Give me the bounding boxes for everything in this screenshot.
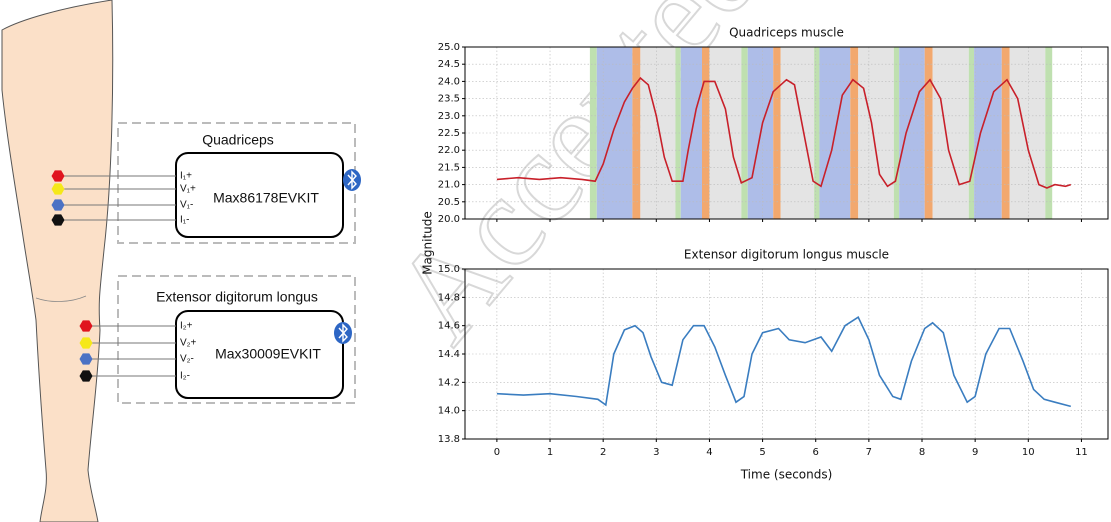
line-series <box>496 316 1072 408</box>
pin-label: I₂+ <box>180 321 193 332</box>
y-tick-label: 23.5 <box>438 94 460 105</box>
electrode <box>79 353 93 365</box>
pin-label: I₁- <box>180 215 189 226</box>
x-tick-label: 8 <box>919 447 925 458</box>
group-title: Quadriceps <box>202 132 274 148</box>
x-tick-label: 11 <box>1075 447 1088 458</box>
y-tick-label: 21.5 <box>438 162 460 173</box>
pin-label: I₂- <box>180 371 190 382</box>
shaded-region <box>675 47 681 219</box>
x-tick-label: 10 <box>1022 447 1035 458</box>
electrode <box>79 337 93 349</box>
chart-title: Quadriceps muscle <box>729 26 844 40</box>
y-tick-label: 22.0 <box>438 145 460 156</box>
y-tick-label: 22.5 <box>438 128 460 139</box>
x-axis-label: Time (seconds) <box>740 468 833 482</box>
y-tick-label: 13.8 <box>438 434 460 445</box>
electrode <box>79 320 93 332</box>
electrode <box>51 214 65 226</box>
device-box <box>175 152 344 238</box>
y-tick-label: 20.5 <box>438 197 460 208</box>
y-axis-label: Magnitude <box>421 211 435 275</box>
y-tick-label: 23.0 <box>438 111 460 122</box>
pin-label: V₂+ <box>180 338 197 349</box>
plot-frame <box>464 46 1109 220</box>
y-tick-label: 25.0 <box>438 42 460 53</box>
line-series <box>496 76 1072 189</box>
group-title: Extensor digitorum longus <box>156 289 318 305</box>
diagram: Quadriceps Max86178EVKIT Extensor digito… <box>1 0 361 522</box>
shaded-region <box>702 47 710 219</box>
y-tick-label: 14.2 <box>438 377 460 388</box>
electrode <box>79 370 93 382</box>
shaded-region <box>589 47 597 219</box>
y-tick-label: 20.0 <box>438 214 460 225</box>
leg <box>1 0 114 522</box>
shaded-region <box>632 47 641 219</box>
y-tick-label: 24.5 <box>438 59 460 70</box>
knee-line <box>35 295 87 302</box>
plot-frame <box>464 268 1109 440</box>
x-tick-label: 9 <box>972 447 978 458</box>
shaded-region <box>968 47 975 219</box>
y-tick-label: 14.6 <box>438 321 460 332</box>
charts: 20.0 20.5 21.0 21.5 22.0 22.5 23.0 23.5 24.0 24.5… <box>421 26 1109 482</box>
device-label: Max30009EVKIT <box>215 346 321 362</box>
pin-label: V₁- <box>180 200 193 211</box>
bluetooth-icon <box>334 322 352 344</box>
x-tick-label: 7 <box>866 447 872 458</box>
y-tick-label: 24.0 <box>438 76 460 87</box>
x-tick-label: 1 <box>547 447 553 458</box>
device-box <box>175 310 344 399</box>
y-tick-label: 15.0 <box>438 264 460 275</box>
pin-label: V₁+ <box>180 184 196 195</box>
x-tick-label: 5 <box>759 447 765 458</box>
shaded-region <box>814 47 820 219</box>
electrode <box>51 199 65 211</box>
device-label: Max86178EVKIT <box>213 190 319 206</box>
shaded-region <box>741 47 748 219</box>
x-tick-label: 4 <box>706 447 712 458</box>
x-tick-label: 6 <box>813 447 819 458</box>
y-tick-label: 14.8 <box>438 292 460 303</box>
pin-label: I₁+ <box>180 171 192 182</box>
bluetooth-icon <box>343 169 361 191</box>
dashed-box <box>117 275 356 404</box>
x-tick-label: 3 <box>653 447 659 458</box>
shaded-region <box>1045 47 1053 219</box>
y-tick-label: 14.0 <box>438 406 460 417</box>
x-tick-label: 0 <box>494 447 500 458</box>
shaded-region <box>924 47 933 219</box>
y-tick-label: 21.0 <box>438 180 460 191</box>
pin-label: V₂- <box>180 354 194 365</box>
x-tick-label: 2 <box>600 447 606 458</box>
electrode <box>51 170 65 182</box>
shaded-region <box>1001 47 1010 219</box>
chart-title: Extensor digitorum longus muscle <box>684 248 889 262</box>
electrode <box>51 183 65 195</box>
y-tick-label: 14.4 <box>438 349 460 360</box>
